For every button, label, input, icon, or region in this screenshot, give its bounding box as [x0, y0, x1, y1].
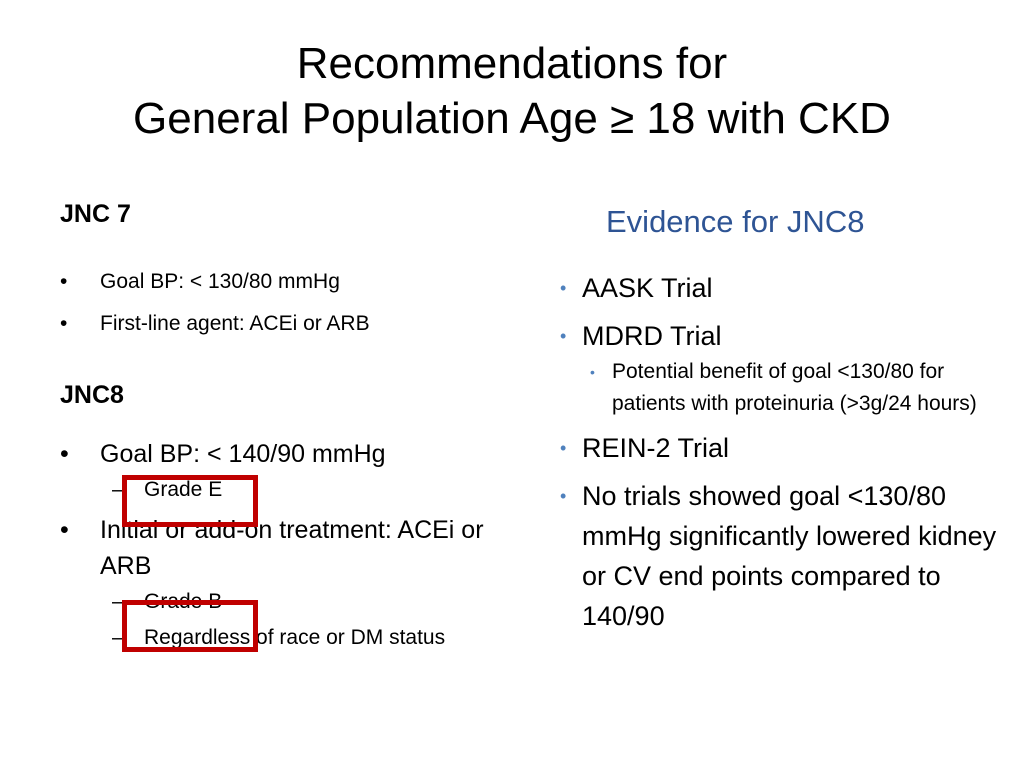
sub-list: – Grade E: [100, 476, 500, 504]
sub-list-item: – Grade E: [100, 476, 500, 504]
list-item-text: REIN-2 Trial: [582, 433, 730, 463]
list-item: • Initial or add-on treatment: ACEi or A…: [60, 512, 500, 652]
evidence-heading: Evidence for JNC8: [606, 204, 865, 239]
list-item: • Goal BP: < 130/80 mmHg: [60, 268, 500, 296]
sub-list-item: – Regardless of race or DM status: [100, 624, 500, 652]
bullet-icon: •: [560, 438, 567, 458]
bullet-icon: •: [590, 364, 595, 380]
list-item-text: Initial or add-on treatment: ACEi or ARB: [100, 516, 484, 580]
dash-icon: –: [112, 626, 124, 649]
evidence-list: • AASK Trial • MDRD Trial • Potential be…: [560, 268, 1000, 644]
grade-e-label: Grade E: [144, 478, 223, 501]
list-item-text: Goal BP: < 130/80 mmHg: [100, 270, 340, 293]
dash-icon: –: [112, 590, 124, 613]
sub-list: – Grade B – Regardless of race or DM sta…: [100, 588, 500, 652]
jnc8-heading: JNC8: [60, 381, 124, 409]
list-item-text: First-line agent: ACEi or ARB: [100, 312, 370, 335]
bullet-icon: •: [60, 312, 68, 335]
sub-list-item: • Potential benefit of goal <130/80 for …: [582, 356, 1000, 420]
list-item: • REIN-2 Trial: [560, 428, 1000, 468]
list-item: • First-line agent: ACEi or ARB: [60, 310, 500, 338]
bullet-icon: •: [60, 516, 69, 544]
list-item: • AASK Trial: [560, 268, 1000, 308]
grade-e-highlight-box: [122, 475, 258, 527]
list-item: • MDRD Trial • Potential benefit of goal…: [560, 316, 1000, 420]
title-line-2: General Population Age ≥ 18 with CKD: [133, 94, 891, 143]
bullet-icon: •: [560, 486, 567, 506]
jnc7-list: • Goal BP: < 130/80 mmHg • First-line ag…: [60, 268, 500, 352]
list-item-text: Goal BP: < 140/90 mmHg: [100, 440, 386, 468]
grade-b-highlight-box: [122, 600, 258, 652]
bullet-icon: •: [60, 270, 68, 293]
jnc8-list: • Goal BP: < 140/90 mmHg – Grade E • Ini…: [60, 436, 500, 660]
list-item-text: MDRD Trial: [582, 321, 722, 351]
bullet-icon: •: [560, 278, 567, 298]
list-item: • No trials showed goal <130/80 mmHg sig…: [560, 476, 1000, 636]
jnc7-heading: JNC 7: [60, 200, 131, 228]
list-item-text: No trials showed goal <130/80 mmHg signi…: [582, 481, 997, 631]
sub-list: • Potential benefit of goal <130/80 for …: [582, 356, 1000, 420]
bullet-icon: •: [60, 440, 69, 468]
list-item-text: AASK Trial: [582, 273, 713, 303]
sub-list-item-text: Regardless of race or DM status: [144, 626, 446, 649]
list-item: • Goal BP: < 140/90 mmHg – Grade E: [60, 436, 500, 504]
sub-list-item-text: Potential benefit of goal <130/80 for pa…: [612, 360, 977, 415]
dash-icon: –: [112, 478, 124, 501]
bullet-icon: •: [560, 326, 567, 346]
slide-title: Recommendations for General Population A…: [0, 36, 1024, 146]
title-line-1: Recommendations for: [296, 39, 728, 88]
